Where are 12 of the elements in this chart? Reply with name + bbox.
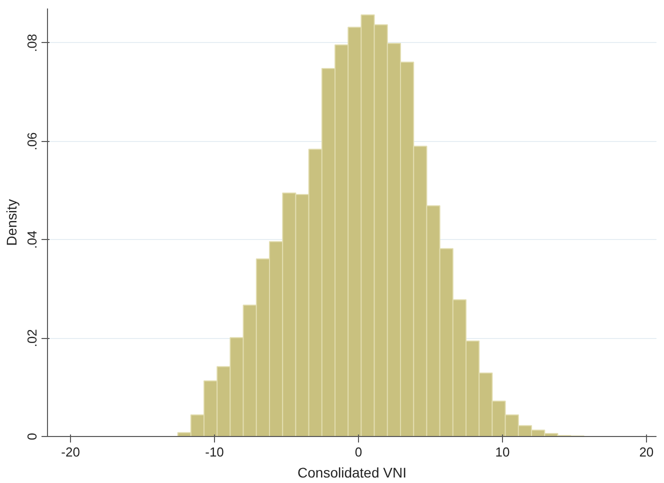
x-tick-label: 20 <box>639 444 654 460</box>
x-tick-label: 0 <box>354 444 362 460</box>
y-axis-title: Density <box>4 199 20 246</box>
x-axis-title: Consolidated VNI <box>298 464 406 480</box>
y-tick-label: .08 <box>24 34 40 52</box>
x-tick-label: -10 <box>205 444 224 460</box>
y-tick-label: 0 <box>24 432 40 440</box>
x-tick-label: -20 <box>61 444 80 460</box>
y-tick-label: .02 <box>24 329 40 348</box>
y-tick-label: .06 <box>24 132 40 150</box>
x-tick-label: 10 <box>495 444 510 460</box>
y-tick-label: .04 <box>24 230 40 249</box>
